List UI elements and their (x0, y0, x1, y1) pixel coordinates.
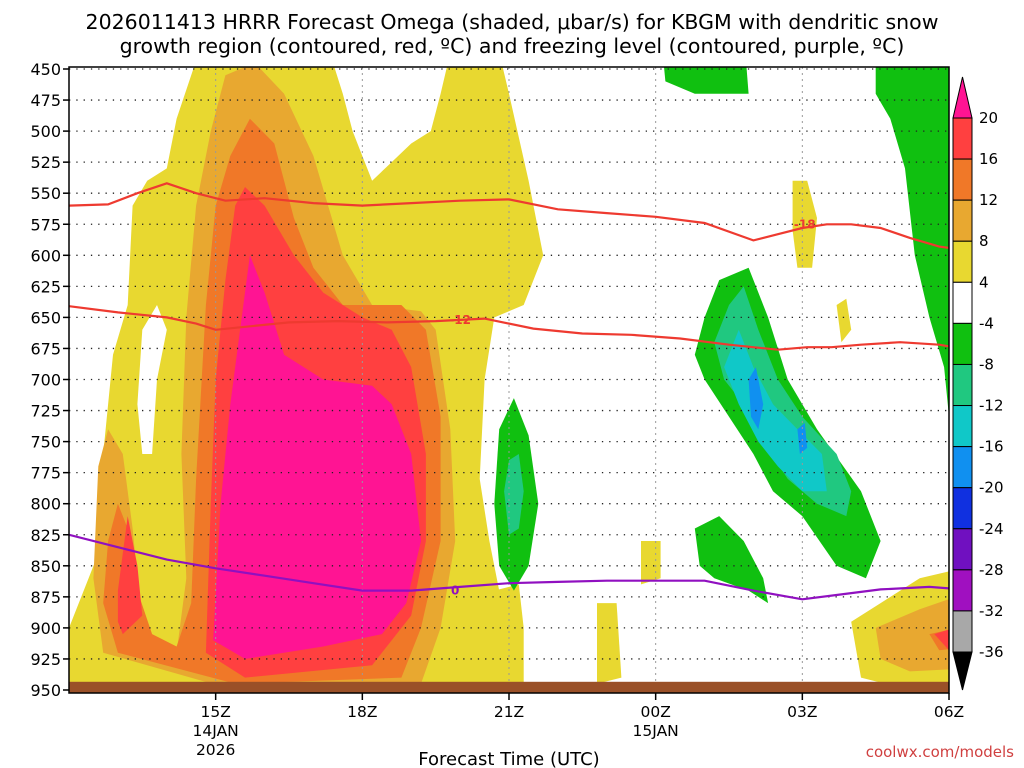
colorbar-swatch-8 (952, 446, 973, 489)
omega-region-20-14 (213, 255, 421, 659)
freezing-level-label: 0 (451, 584, 459, 598)
omega-region-neg8-18 (694, 516, 769, 604)
x-tick-label-06Z: 06Z (934, 703, 964, 721)
colorbar-label-neg28: -28 (979, 561, 1004, 579)
colorbar-label-neg36: -36 (979, 643, 1004, 661)
y-tick-label-825: 825 (30, 526, 61, 545)
colorbar-swatch-6 (952, 363, 973, 407)
colorbar-label-neg24: -24 (979, 520, 1004, 538)
omega-region-neg20-25 (748, 367, 764, 430)
y-axis-ticks: 450 475 500 525 550 575 600 625 650 675 700 725 750 7… (30, 60, 69, 700)
x-tick-year-15Z: 2026 (196, 741, 235, 759)
colorbar-swatch-7 (952, 405, 973, 448)
gridlines (69, 67, 949, 693)
dgz-contour-1-line (69, 305, 949, 351)
y-tick-label-525: 525 (30, 153, 61, 172)
omega-region-neg12-21 (504, 454, 524, 535)
colorbar-label-16: 16 (979, 150, 998, 168)
colorbar-swatch-11 (952, 569, 973, 612)
omega-region-4-5 (836, 298, 852, 343)
x-tick-date-00Z: 15JAN (633, 722, 679, 740)
omega-region-16-11 (117, 516, 143, 635)
colorbar-label-8: 8 (979, 232, 989, 250)
y-tick-label-600: 600 (30, 246, 61, 265)
colorbar-swatch-1 (952, 158, 973, 201)
colorbar-label-neg16: -16 (979, 438, 1004, 456)
y-tick-label-700: 700 (30, 371, 61, 390)
dgz-contour-1-label: -12 (449, 313, 471, 327)
colorbar-swatch-9 (952, 487, 973, 530)
y-tick-label-850: 850 (30, 557, 61, 576)
omega-region-neg4-15 (137, 305, 167, 454)
omega-region-4-2 (641, 541, 661, 585)
y-tick-label-675: 675 (30, 339, 61, 358)
credit-text: coolwx.com/models (866, 743, 1014, 761)
y-tick-label-500: 500 (30, 122, 61, 141)
colorbar-label-neg20: -20 (979, 479, 1004, 497)
chart-title-line-1: 2026011413 HRRR Forecast Omega (shaded, … (86, 10, 939, 34)
y-tick-label-925: 925 (30, 650, 61, 669)
y-tick-label-475: 475 (30, 91, 61, 110)
colorbar-label-neg8: -8 (979, 355, 994, 373)
x-axis-title: Forecast Time (UTC) (418, 749, 599, 768)
colorbar-label-4: 4 (979, 273, 989, 291)
colorbar-swatch-3 (952, 240, 973, 283)
omega-region-4-4 (792, 180, 817, 268)
colorbar-label-neg12: -12 (979, 397, 1004, 415)
omega-shaded-fields (69, 67, 1024, 690)
colorbar-label-neg4: -4 (979, 314, 994, 332)
x-tick-label-00Z: 00Z (640, 703, 670, 721)
omega-region-neg20-26 (797, 423, 808, 454)
y-tick-label-775: 775 (30, 464, 61, 483)
x-tick-label-15Z: 15Z (200, 703, 230, 721)
omega-region-8-8 (875, 599, 949, 672)
terrain-surface (69, 681, 949, 693)
contour-lines: -18 -12 0 (69, 182, 949, 601)
dgz-contour-0-label: -18 (794, 217, 816, 231)
omega-region-neg8-19 (875, 67, 949, 417)
omega-region-16-13 (934, 629, 949, 651)
colorbar-swatch-5 (952, 322, 973, 365)
colorbar-swatch-12 (952, 610, 973, 653)
y-tick-label-575: 575 (30, 215, 61, 234)
dgz-contour-0-line (69, 182, 949, 249)
freezing-level-line (69, 533, 949, 601)
y-tick-label-450: 450 (30, 60, 61, 79)
colorbar-label-12: 12 (979, 191, 998, 209)
colorbar-label-20: 20 (979, 109, 998, 127)
x-tick-label-03Z: 03Z (787, 703, 817, 721)
y-tick-label-900: 900 (30, 619, 61, 638)
colorbar-swatch-10 (952, 528, 973, 571)
x-tick-label-18Z: 18Z (347, 703, 377, 721)
x-tick-label-21Z: 21Z (494, 703, 524, 721)
colorbar-top-arrow (952, 76, 973, 119)
omega-region-neg12-23 (1017, 119, 1024, 206)
y-tick-label-800: 800 (30, 495, 61, 514)
y-tick-label-550: 550 (30, 184, 61, 203)
y-tick-label-625: 625 (30, 277, 61, 296)
y-tick-label-875: 875 (30, 588, 61, 607)
colorbar-swatch-4 (952, 281, 973, 324)
y-tick-label-650: 650 (30, 308, 61, 327)
y-tick-label-750: 750 (30, 433, 61, 452)
colorbar-bottom-arrow (952, 651, 973, 691)
y-tick-label-950: 950 (30, 681, 61, 700)
omega-region-neg8-20 (664, 67, 749, 94)
colorbar-swatch-0 (952, 117, 973, 160)
colorbar: 20 16 12 8 4 -4 -8 -12 -16 -20 -24 -28 -32 -36 (952, 76, 1004, 691)
x-tick-date-15Z: 14JAN (193, 722, 239, 740)
y-tick-label-725: 725 (30, 402, 61, 421)
omega-region-4-3 (597, 603, 622, 684)
colorbar-label-neg32: -32 (979, 602, 1004, 620)
colorbar-swatch-2 (952, 199, 973, 242)
chart-title-line-2: growth region (contoured, red, ºC) and f… (120, 34, 905, 58)
